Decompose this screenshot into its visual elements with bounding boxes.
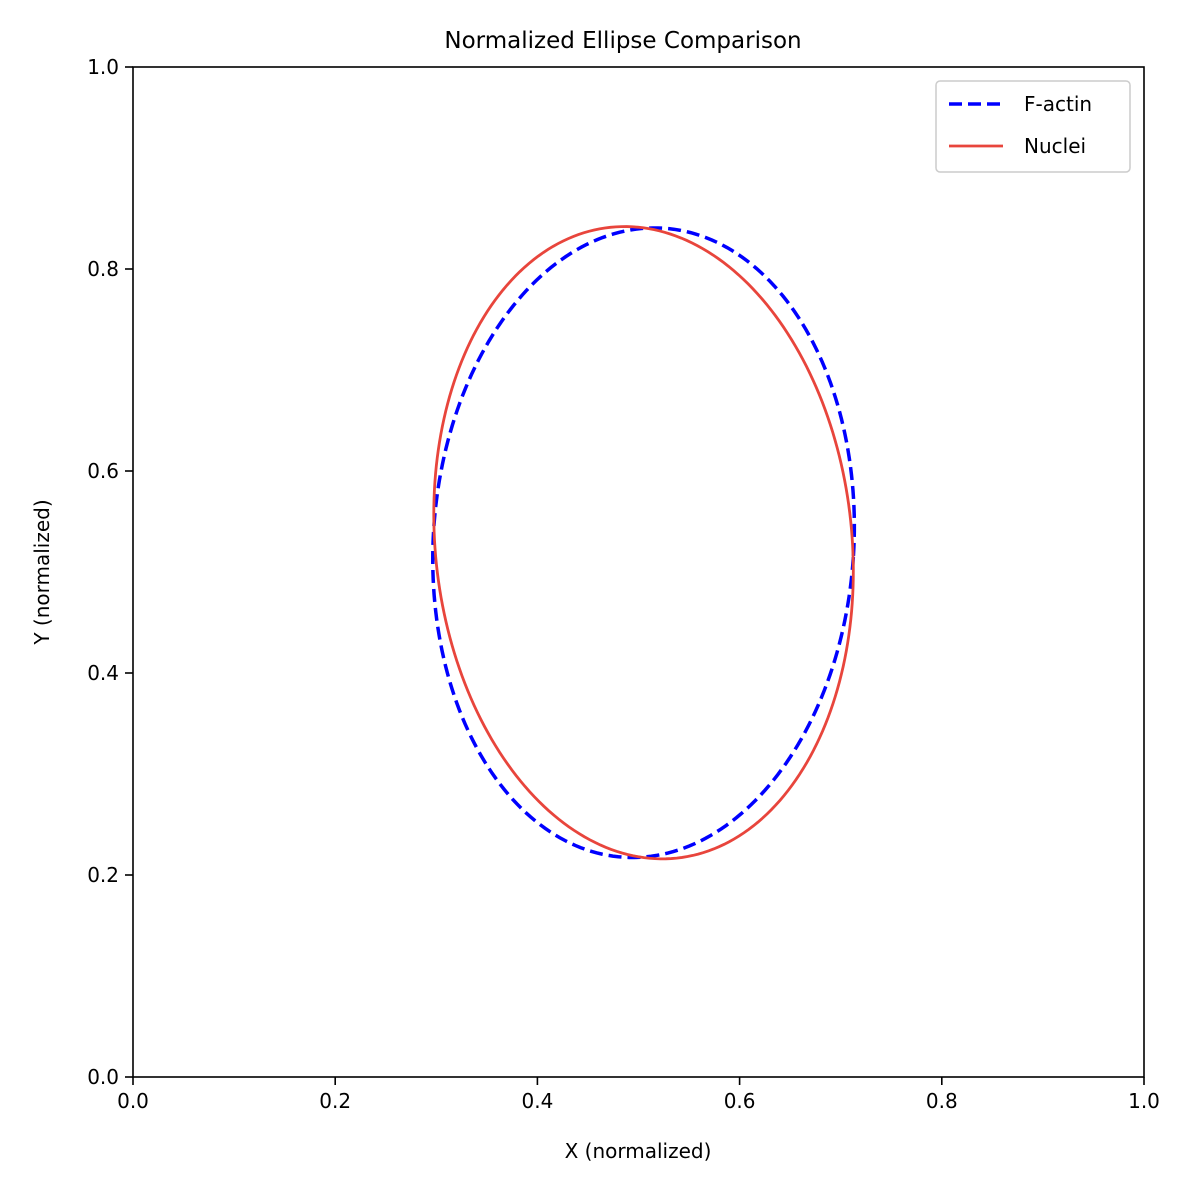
- y-axis-ticks: 0.0 0.2 0.4 0.6 0.8 1.0: [87, 55, 133, 1089]
- chart-title: Normalized Ellipse Comparison: [444, 28, 801, 54]
- legend-label-factin: F-actin: [1024, 92, 1092, 116]
- y-tick-label: 0.6: [87, 459, 119, 483]
- y-tick-label: 0.8: [87, 257, 119, 281]
- x-tick-label: 0.6: [724, 1089, 756, 1113]
- legend-label-nuclei: Nuclei: [1024, 134, 1086, 158]
- legend: F-actin Nuclei: [935, 80, 1131, 173]
- y-tick-label: 0.4: [87, 661, 119, 685]
- x-tick-label: 1.0: [1128, 1089, 1160, 1113]
- series-line-nuclei: [432, 225, 855, 861]
- y-tick-label: 0.0: [87, 1065, 119, 1089]
- x-tick-label: 0.4: [521, 1089, 553, 1113]
- y-tick-label: 0.2: [87, 863, 119, 887]
- y-axis-label: Y (normalized): [30, 499, 54, 645]
- x-axis-label: X (normalized): [565, 1139, 712, 1163]
- x-tick-label: 0.0: [117, 1089, 149, 1113]
- legend-box: [935, 80, 1131, 173]
- y-tick-label: 1.0: [87, 55, 119, 79]
- plot-frame: [132, 66, 1145, 1078]
- x-tick-label: 0.2: [319, 1089, 351, 1113]
- x-tick-label: 0.8: [926, 1089, 958, 1113]
- x-axis-ticks: 0.0 0.2 0.4 0.6 0.8 1.0: [117, 1077, 1160, 1113]
- plot-curves: [431, 225, 857, 861]
- series-line-factin: [431, 226, 857, 860]
